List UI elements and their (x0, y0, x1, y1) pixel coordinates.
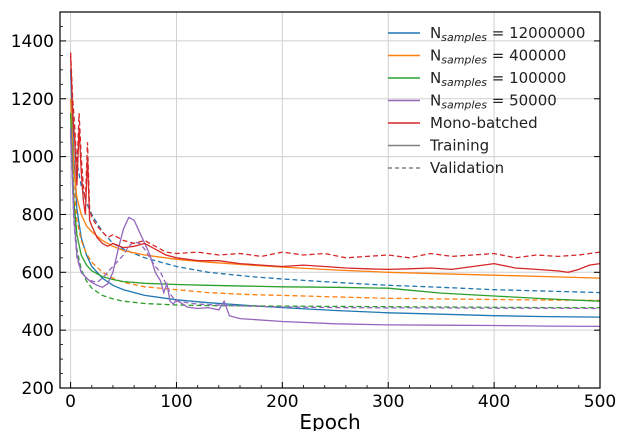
legend-label-subscript: samples (441, 99, 487, 112)
legend-label: Training (429, 137, 489, 155)
legend-label: Nsamples = 50000 (430, 92, 557, 112)
legend-label-suffix: = 400000 (487, 47, 566, 65)
legend-label-suffix: = 12000000 (487, 24, 585, 42)
y-tick-label: 1200 (11, 90, 54, 110)
legend-label-prefix: Mono-batched (430, 114, 538, 132)
legend-label-prefix: Training (429, 137, 489, 155)
x-axis-label: Epoch (299, 410, 360, 431)
series-line-n50000-validation (69, 133, 600, 310)
series-line-mono-validation (69, 52, 600, 259)
legend-label-prefix: N (430, 47, 441, 65)
legend-label-subscript: samples (441, 31, 487, 44)
y-tick-label: 800 (22, 205, 54, 225)
legend-label-suffix: = 50000 (487, 92, 557, 110)
series-line-mono-training (69, 55, 600, 273)
y-tick-label: 1400 (11, 32, 54, 52)
series-line-n50000-training (69, 127, 600, 328)
series-line-n12000000-validation (69, 69, 600, 294)
x-tick-label: 400 (478, 392, 510, 412)
series-line-n12000000-training (69, 69, 600, 318)
legend-label: Mono-batched (430, 114, 538, 132)
x-tick-label: 200 (266, 392, 298, 412)
y-tick-label: 600 (22, 263, 54, 283)
legend-label-prefix: N (430, 24, 441, 42)
series-line-n400000-validation (69, 113, 600, 302)
y-tick-label: 200 (22, 379, 54, 399)
series-line-n400000-training (69, 98, 600, 279)
legend-label-suffix: = 100000 (487, 69, 566, 87)
series-line-n100000-training (69, 113, 600, 302)
legend-label-prefix: N (430, 92, 441, 110)
axis-ticks: 0 100 200 300 400 500 200 400 600 800 1000 1200 1400 (11, 11, 616, 412)
legend-label-prefix: Validation (430, 159, 504, 177)
series-lines (69, 52, 600, 328)
x-tick-label: 0 (65, 392, 76, 412)
y-tick-label: 400 (22, 321, 54, 341)
y-tick-label: 1000 (11, 148, 54, 168)
legend-label: Nsamples = 100000 (430, 69, 566, 89)
series-line-n100000-validation (69, 127, 600, 309)
legend-label-subscript: samples (441, 54, 487, 67)
legend-label: Nsamples = 400000 (430, 47, 566, 67)
legend-label-subscript: samples (441, 76, 487, 89)
legend-label-prefix: N (430, 69, 441, 87)
legend-label: Validation (430, 159, 504, 177)
x-tick-label: 500 (584, 392, 616, 412)
x-tick-label: 100 (160, 392, 192, 412)
x-tick-label: 300 (372, 392, 404, 412)
legend-label: Nsamples = 12000000 (430, 24, 585, 44)
